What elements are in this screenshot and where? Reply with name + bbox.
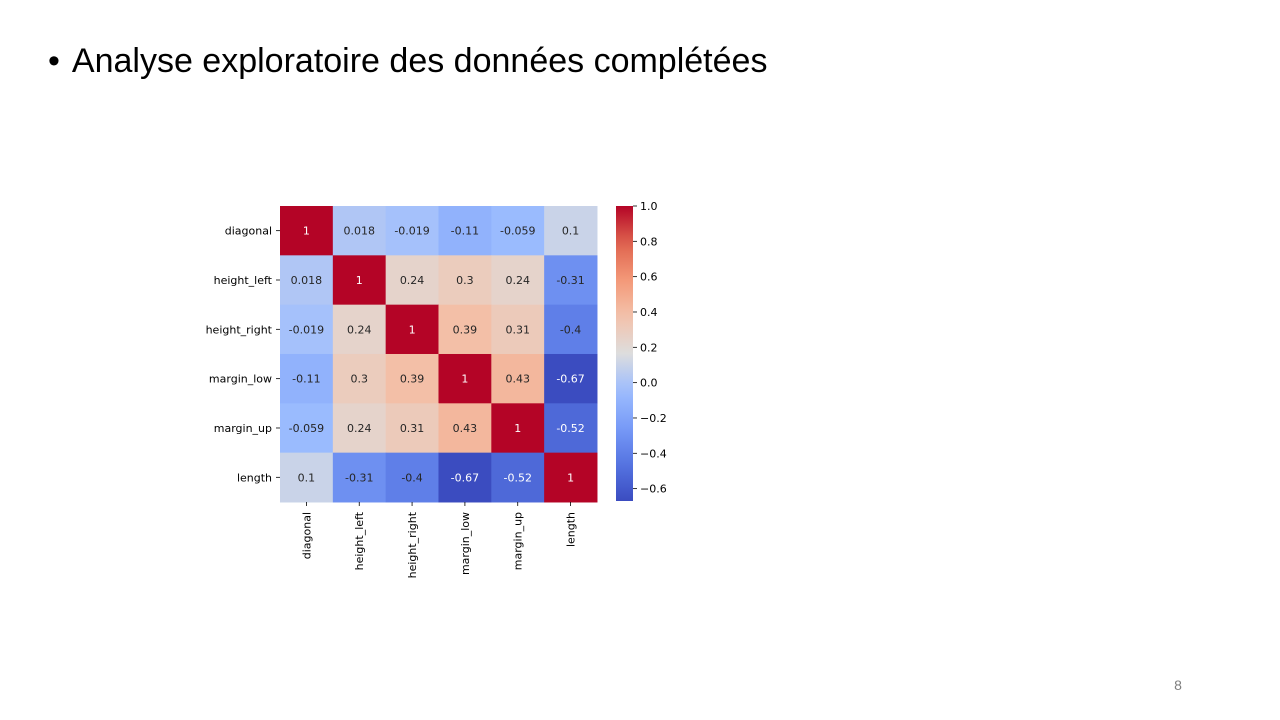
colorbar-tick-label: 0.6	[640, 271, 658, 284]
heatmap-cell	[544, 353, 598, 404]
cell-value-label: -0.11	[292, 373, 320, 386]
cell-value-label: 1	[303, 225, 310, 238]
cell-value-label: 0.1	[298, 471, 316, 484]
heatmap-cell	[385, 452, 439, 503]
cell-value-label: 0.24	[347, 323, 372, 336]
heatmap-cell	[332, 452, 387, 503]
heatmap-cell	[385, 255, 439, 306]
cell-value-label: 0.31	[505, 323, 530, 336]
x-tick-label: margin_up	[512, 512, 525, 570]
heatmap-cell	[438, 353, 492, 404]
heatmap-cell	[280, 304, 334, 355]
heatmap-cell	[385, 403, 439, 454]
heatmap-cell	[385, 206, 439, 256]
heatmap-cell	[544, 255, 598, 306]
heatmap-cell	[544, 206, 598, 256]
cell-value-label: 0.018	[291, 274, 323, 287]
heatmap-cell	[332, 403, 387, 454]
heatmap-cell	[491, 353, 545, 404]
cell-value-label: -0.019	[394, 225, 429, 238]
cell-value-label: 0.39	[453, 323, 478, 336]
cell-value-label: -0.31	[556, 274, 584, 287]
heatmap-cell	[332, 353, 387, 404]
heatmap-cell	[491, 255, 545, 306]
heatmap-cell	[280, 403, 334, 454]
cell-value-label: 0.018	[343, 225, 375, 238]
heatmap-cell	[332, 304, 387, 355]
cell-value-label: 1	[514, 422, 521, 435]
x-tick-label: length	[565, 512, 578, 547]
y-tick-label: height_left	[214, 274, 273, 287]
heatmap-cell	[491, 452, 545, 503]
y-tick-label: margin_up	[214, 422, 272, 435]
cell-value-label: -0.4	[560, 323, 581, 336]
cell-value-label: 1	[461, 373, 468, 386]
heatmap-cell	[438, 255, 492, 306]
cell-value-label: 1	[356, 274, 363, 287]
cell-value-label: 1	[567, 471, 574, 484]
page-number: 8	[1174, 677, 1182, 693]
cell-value-label: -0.11	[451, 225, 479, 238]
cell-value-label: 0.24	[347, 422, 372, 435]
y-tick-label: length	[237, 471, 272, 484]
x-tick-label: height_right	[406, 511, 419, 578]
cell-value-label: 0.39	[400, 373, 425, 386]
colorbar-tick-label: −0.6	[640, 483, 667, 496]
cell-value-label: 0.43	[453, 422, 478, 435]
heatmap-cell	[491, 304, 545, 355]
cell-value-label: -0.059	[289, 422, 324, 435]
x-tick-label: diagonal	[300, 512, 313, 559]
heatmap-cell	[385, 353, 439, 404]
colorbar-tick-label: 0.0	[640, 377, 658, 390]
colorbar-tick-label: −0.2	[640, 412, 667, 425]
slide-title-text: Analyse exploratoire des données complét…	[71, 42, 768, 80]
heatmap-cell	[491, 206, 545, 256]
y-tick-label: diagonal	[225, 225, 272, 238]
heatmap-cell	[544, 452, 598, 503]
heatmap-cell	[280, 206, 334, 256]
heatmap-cell	[544, 304, 598, 355]
heatmap-cell	[491, 403, 545, 454]
colorbar-tick-label: 0.4	[640, 306, 658, 319]
colorbar-tick-label: 1.0	[640, 200, 658, 213]
cell-value-label: -0.059	[500, 225, 535, 238]
cell-value-label: 0.24	[400, 274, 425, 287]
bullet-glyph: •	[48, 42, 60, 80]
cell-value-label: 0.1	[562, 225, 580, 238]
cell-value-label: -0.4	[401, 471, 422, 484]
y-tick-label: margin_low	[209, 373, 272, 386]
x-tick-label: height_left	[353, 511, 366, 570]
x-tick-label: margin_low	[459, 512, 472, 575]
heatmap-cell	[280, 255, 334, 306]
cell-value-label: 0.3	[350, 373, 368, 386]
colorbar-tick-label: 0.2	[640, 341, 658, 354]
heatmap-cell	[280, 353, 334, 404]
heatmap-cell	[332, 206, 387, 256]
colorbar-tick-label: 0.8	[640, 235, 658, 248]
cell-value-label: -0.019	[289, 323, 324, 336]
y-tick-label: height_right	[206, 323, 273, 336]
cell-value-label: 0.31	[400, 422, 425, 435]
slide-title: • Analyse exploratoire des données complé…	[48, 42, 767, 81]
cell-value-label: 1	[409, 323, 416, 336]
cell-value-label: -0.52	[504, 471, 532, 484]
heatmap-cell	[332, 255, 387, 306]
colorbar-tick-label: −0.4	[640, 447, 667, 460]
cell-value-label: 0.3	[456, 274, 474, 287]
heatmap-cell	[438, 206, 492, 256]
heatmap-cell	[438, 452, 492, 503]
cell-value-label: -0.52	[556, 422, 584, 435]
cell-value-label: -0.31	[345, 471, 373, 484]
colorbar	[616, 206, 633, 501]
heatmap-cell	[385, 304, 439, 355]
heatmap-cell	[438, 304, 492, 355]
heatmap-cell	[280, 452, 334, 503]
cell-value-label: 0.24	[505, 274, 530, 287]
heatmap-cell	[544, 403, 598, 454]
heatmap-cell	[438, 403, 492, 454]
cell-value-label: 0.43	[505, 373, 530, 386]
cell-value-label: -0.67	[556, 373, 584, 386]
cell-value-label: -0.67	[451, 471, 479, 484]
